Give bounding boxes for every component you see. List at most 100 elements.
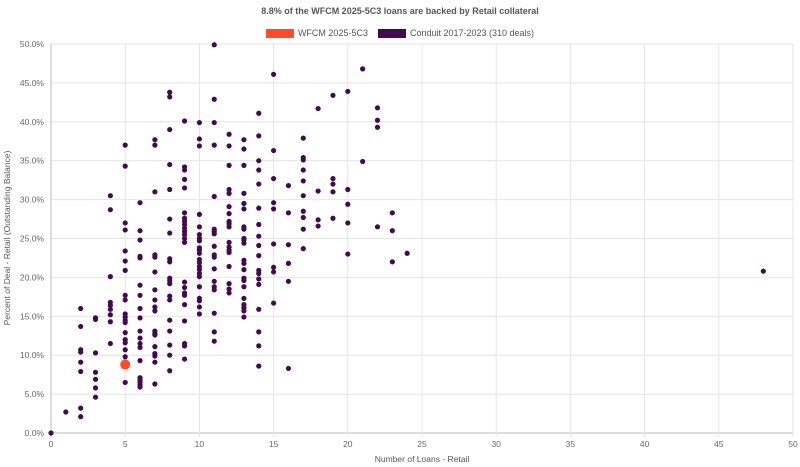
point-conduit[interactable] [360,158,366,165]
point-conduit[interactable] [167,328,173,334]
point-conduit[interactable] [211,329,217,335]
point-conduit[interactable] [181,318,188,324]
point-conduit[interactable] [152,308,158,314]
point-conduit[interactable] [256,181,262,187]
point-conduit[interactable] [92,369,99,375]
point-conduit[interactable] [152,189,158,195]
point-conduit[interactable] [167,216,173,222]
point-conduit[interactable] [92,350,99,356]
point-conduit[interactable] [241,226,247,232]
point-conduit[interactable] [78,368,84,375]
point-conduit[interactable] [167,297,173,303]
point-conduit[interactable] [271,200,277,206]
point-conduit[interactable] [181,167,188,173]
point-conduit[interactable] [256,205,262,211]
point-conduit[interactable] [345,186,351,193]
point-conduit[interactable] [152,254,158,260]
point-conduit[interactable] [256,343,262,349]
point-conduit[interactable] [167,293,173,299]
point-conduit[interactable] [152,381,158,387]
point-conduit[interactable] [226,204,232,210]
point-conduit[interactable] [285,365,292,372]
point-conduit[interactable] [78,359,84,365]
point-conduit[interactable] [330,92,336,98]
point-conduit[interactable] [152,287,158,293]
point-conduit[interactable] [152,353,158,359]
point-conduit[interactable] [271,269,277,275]
point-conduit[interactable] [167,89,173,95]
point-conduit[interactable] [256,221,262,228]
point-conduit[interactable] [300,178,306,184]
point-conduit[interactable] [256,270,262,277]
point-conduit[interactable] [107,207,113,213]
point-conduit[interactable] [122,267,128,273]
point-conduit[interactable] [122,354,128,360]
point-conduit[interactable] [241,137,247,143]
point-conduit[interactable] [196,143,202,149]
point-conduit[interactable] [256,167,262,173]
point-conduit[interactable] [63,409,69,415]
point-conduit[interactable] [78,305,84,312]
point-conduit[interactable] [330,189,336,195]
point-conduit[interactable] [137,255,143,261]
point-conduit[interactable] [137,358,143,364]
point-conduit[interactable] [300,193,306,199]
point-conduit[interactable] [211,119,217,126]
point-conduit[interactable] [256,242,262,249]
point-conduit[interactable] [137,305,143,312]
point-conduit[interactable] [211,96,217,102]
point-conduit[interactable] [345,201,351,207]
point-conduit[interactable] [360,66,366,72]
point-conduit[interactable] [167,259,173,265]
point-conduit[interactable] [137,340,143,347]
point-conduit[interactable] [241,295,247,302]
point-conduit[interactable] [152,142,158,148]
point-conduit[interactable] [345,251,351,257]
point-conduit[interactable] [107,193,113,199]
legend-item-wfcm[interactable]: WFCM 2025-5C3 [265,28,368,38]
point-conduit[interactable] [196,238,202,244]
point-conduit[interactable] [404,250,410,256]
point-conduit[interactable] [78,414,84,420]
point-conduit[interactable] [122,297,128,303]
point-conduit[interactable] [241,190,247,196]
point-conduit[interactable] [256,110,262,116]
point-conduit[interactable] [196,284,202,290]
point-conduit[interactable] [271,264,277,270]
point-conduit[interactable] [241,162,247,168]
point-conduit[interactable] [374,124,381,130]
point-conduit[interactable] [181,239,188,245]
point-conduit[interactable] [300,208,306,214]
point-conduit[interactable] [226,290,232,296]
point-conduit[interactable] [226,190,232,196]
point-conduit[interactable] [181,356,188,362]
point-conduit[interactable] [196,250,202,256]
point-conduit[interactable] [345,88,351,95]
point-conduit[interactable] [285,260,292,266]
point-conduit[interactable] [211,243,217,249]
point-conduit[interactable] [211,254,217,260]
point-conduit[interactable] [167,94,173,100]
point-conduit[interactable] [122,163,128,169]
point-conduit[interactable] [48,430,54,436]
point-conduit[interactable] [181,210,188,216]
point-conduit[interactable] [122,292,128,298]
point-conduit[interactable] [300,157,306,163]
point-conduit[interactable] [181,176,188,182]
point-conduit[interactable] [211,142,217,148]
point-conduit[interactable] [107,340,113,347]
point-conduit[interactable] [107,274,113,280]
point-conduit[interactable] [256,306,262,312]
point-conduit[interactable] [271,147,277,154]
point-conduit[interactable] [196,260,202,266]
point-conduit[interactable] [345,220,351,226]
point-conduit[interactable] [137,237,143,243]
point-conduit[interactable] [167,161,173,168]
point-conduit[interactable] [226,239,232,245]
point-conduit[interactable] [389,210,395,216]
point-conduit[interactable] [300,226,306,232]
point-conduit[interactable] [92,316,99,323]
point-conduit[interactable] [389,228,395,234]
point-conduit[interactable] [137,200,143,206]
point-conduit[interactable] [196,232,202,238]
